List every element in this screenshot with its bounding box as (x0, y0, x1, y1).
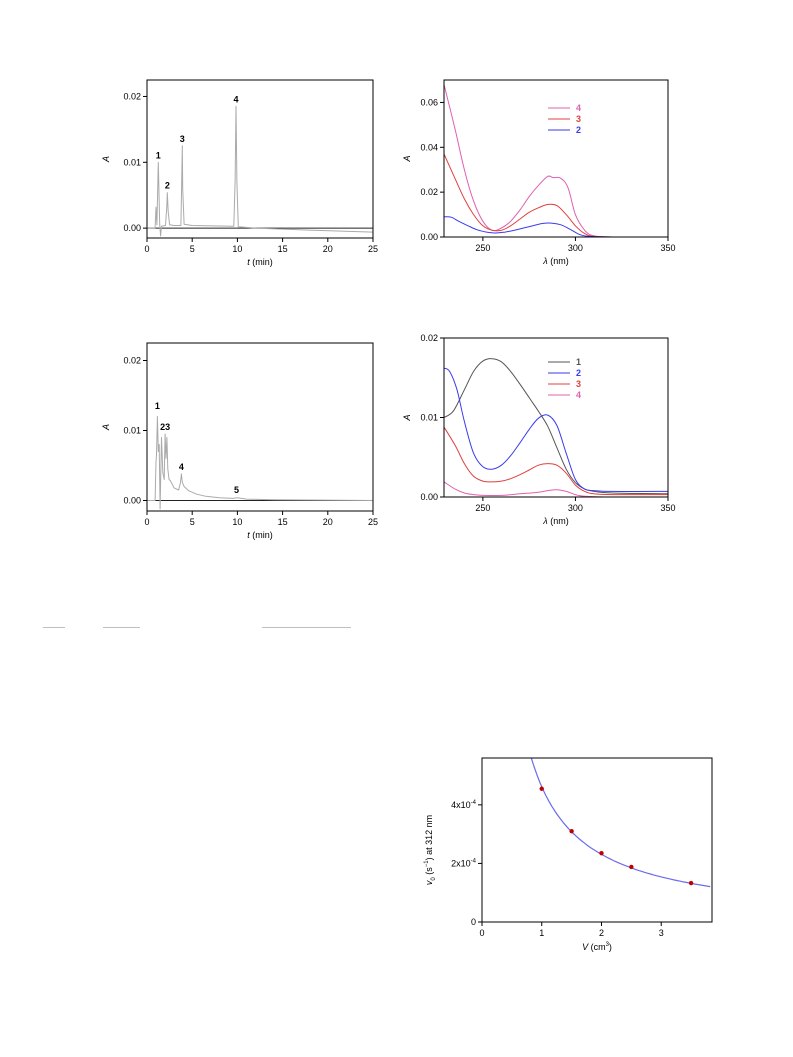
rate-vs-volume-panel: 0 1 2 3 0 2x10-4 4x10-4 V (cm3) v0 (s−1) at 312 … (415, 752, 720, 967)
x-tick-label: 20 (323, 244, 333, 254)
x-tick-label: 0 (144, 517, 149, 527)
plot-frame (481, 757, 713, 923)
x-axis-title: λ (nm) (542, 516, 568, 526)
data-point (539, 786, 544, 791)
y-tick-label: 4x10-4 (451, 800, 477, 810)
x-tick-label: 10 (232, 517, 242, 527)
spectrum-line-4 (444, 84, 668, 237)
x-tick-label: 2 (599, 928, 604, 938)
legend-label: 4 (576, 390, 581, 400)
y-axis-title: A (402, 414, 412, 421)
x-tick-label: 15 (278, 244, 288, 254)
chromatogram-trace (147, 416, 374, 510)
separator-line (262, 627, 351, 628)
data-point (599, 850, 604, 856)
x-axis-title: t (min) (247, 530, 273, 540)
peak-label: 1 (156, 150, 161, 160)
spectrum-line-2 (444, 367, 668, 492)
series-group (444, 84, 668, 237)
rate-vs-volume-chart: 0 1 2 3 0 2x10-4 4x10-4 V (cm3) v0 (s−1) at 312 … (424, 757, 713, 952)
x-tick-label: 25 (368, 244, 378, 254)
spectra-top-chart: 250 300 350 0.00 0.02 0.04 0.06 λ (nm) A 432 (402, 79, 676, 266)
x-axis-title: t (min) (247, 257, 273, 267)
plot-frame (443, 79, 669, 238)
series-group (530, 758, 711, 888)
y-tick-label: 0 (471, 917, 476, 927)
chromatogram-top-chart: 1 2 3 4 0 5 10 15 20 25 0.00 0.01 0.02 t (min) A (101, 79, 378, 267)
peak-label: 4 (234, 94, 239, 104)
peak-label: 2 (165, 181, 170, 191)
spectrum-line-4 (444, 481, 668, 497)
y-tick-label: 0.00 (420, 232, 438, 242)
peak-label: 3 (180, 134, 185, 144)
x-tick-label: 0 (144, 244, 149, 254)
plot-frame (146, 342, 374, 512)
separator-line (43, 627, 65, 628)
y-axis-title: A (101, 424, 111, 431)
peak-label: 1 (155, 401, 160, 411)
x-axis-title: V (cm3) (582, 942, 612, 952)
spectrum-line-1 (444, 358, 668, 495)
fit-curve (530, 758, 711, 888)
x-tick-label: 300 (568, 243, 583, 253)
y-axis-title: v0 (s−1) at 312 nm (424, 815, 437, 885)
x-tick-label: 3 (659, 928, 664, 938)
y-tick-label: 2x10-4 (451, 858, 477, 868)
x-tick-label: 0 (479, 928, 484, 938)
x-tick-label: 10 (232, 244, 242, 254)
plot-frame (146, 79, 374, 239)
y-tick-label: 0.06 (420, 97, 438, 107)
x-tick-label: 300 (568, 503, 583, 513)
x-tick-label: 350 (660, 243, 675, 253)
spectrum-line-3 (444, 426, 668, 496)
data-point (569, 829, 574, 834)
x-tick-label: 20 (323, 517, 333, 527)
y-tick-label: 0.01 (123, 426, 141, 436)
y-tick-label: 0.01 (420, 413, 438, 423)
x-tick-label: 25 (368, 517, 378, 527)
y-tick-label: 0.04 (420, 142, 438, 152)
x-tick-label: 5 (190, 517, 195, 527)
chromatogram-trace (147, 105, 374, 237)
data-point (629, 864, 634, 870)
peak-label: 5 (234, 485, 239, 495)
chromatogram-bottom-panel: 1 23 4 5 0 5 10 15 20 25 0.00 0.01 0.02 t (min) A (95, 333, 385, 540)
legend-label: 2 (576, 125, 581, 135)
y-tick-label: 0.02 (420, 333, 438, 343)
y-tick-label: 0.00 (123, 496, 141, 506)
y-tick-label: 0.02 (420, 187, 438, 197)
y-tick-label: 0.02 (123, 356, 141, 366)
spectra-bottom-panel: 250 300 350 0.00 0.01 0.02 λ (nm) A 1 2 3 4 (398, 328, 683, 538)
y-tick-label: 0.02 (123, 91, 141, 101)
x-axis-title: λ (nm) (542, 256, 568, 266)
separator-line (103, 627, 140, 628)
y-axis-title: A (402, 155, 412, 162)
spectrum-line-3 (444, 153, 668, 237)
x-tick-label: 350 (660, 503, 675, 513)
legend-label: 2 (576, 368, 581, 378)
x-tick-label: 5 (190, 244, 195, 254)
series-group (444, 358, 668, 497)
data-point (688, 880, 694, 886)
y-axis-title: A (101, 156, 111, 163)
y-tick-label: 0.00 (420, 492, 438, 502)
legend-label: 3 (576, 379, 581, 389)
chromatogram-top-panel: 1 2 3 4 0 5 10 15 20 25 0.00 0.01 0.02 t (min) A (95, 78, 385, 273)
y-tick-label: 0.00 (123, 223, 141, 233)
legend-label: 3 (576, 114, 581, 124)
x-tick-label: 1 (539, 928, 544, 938)
spectra-top-panel: 250 300 350 0.00 0.02 0.04 0.06 λ (nm) A 4 3 2 (398, 78, 683, 273)
y-tick-label: 0.01 (123, 157, 141, 167)
legend-label: 1 (576, 357, 581, 367)
peak-label: 23 (160, 422, 170, 432)
x-tick-label: 15 (278, 517, 288, 527)
peak-label: 4 (179, 462, 184, 472)
spectrum-line-2 (444, 216, 668, 237)
legend-label: 4 (576, 103, 581, 113)
x-tick-label: 250 (475, 243, 490, 253)
x-tick-label: 250 (475, 503, 490, 513)
